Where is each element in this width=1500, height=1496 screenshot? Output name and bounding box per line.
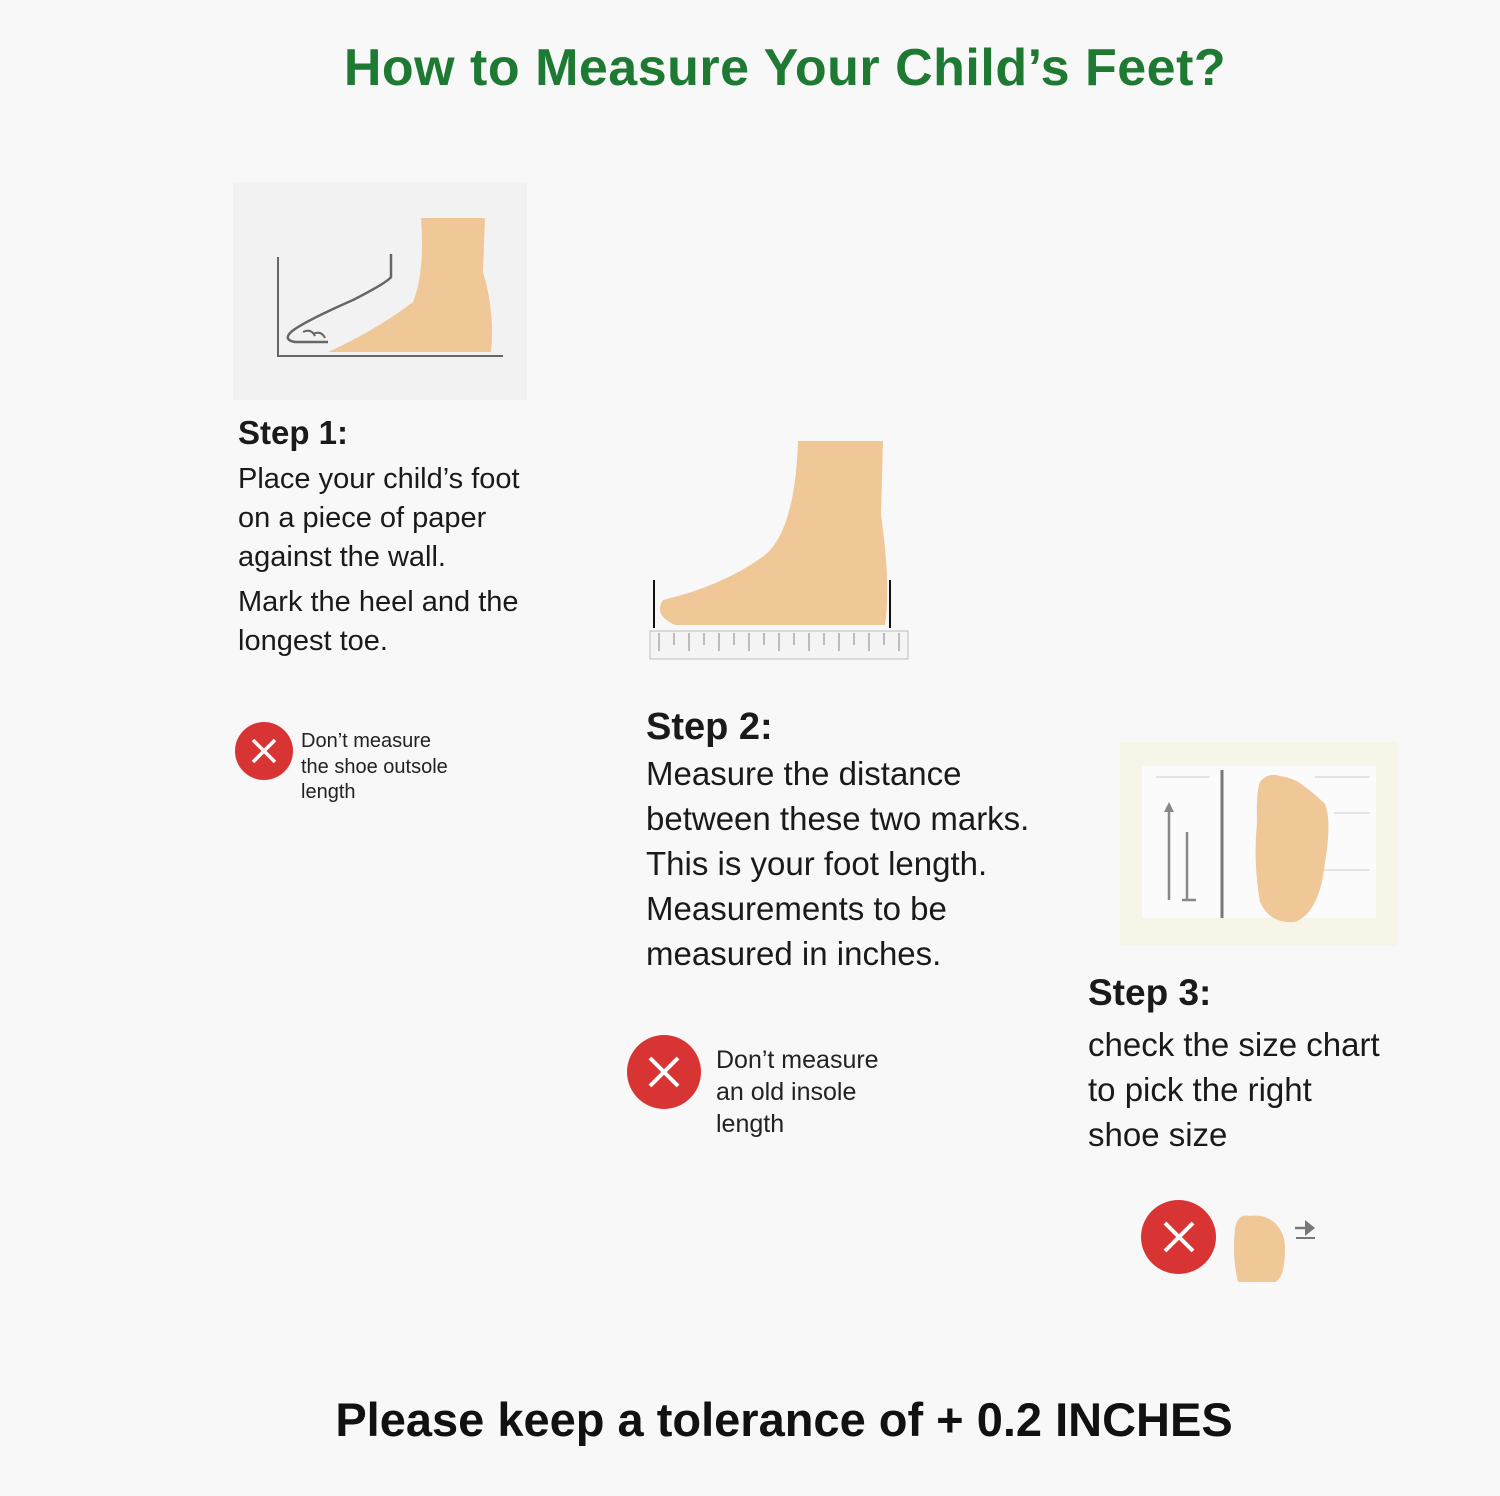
step2-line: This is your foot length. (646, 845, 988, 882)
step2-heading: Step 2: (646, 706, 773, 748)
x-circle-icon (627, 1035, 701, 1109)
warning-line: Don’t measure (716, 1046, 879, 1074)
step2-line: Measurements to be (646, 890, 947, 927)
step2-illustration (645, 435, 915, 665)
step1-heading: Step 1: (238, 414, 349, 451)
x-circle-icon (1141, 1200, 1216, 1274)
step1-line: on a piece of paper (238, 502, 487, 534)
step3-line: to pick the right (1088, 1071, 1312, 1108)
warning-line: Don’t measure (301, 730, 432, 752)
step1-text: Place your child’s foot on a piece of pa… (238, 460, 520, 661)
step2-text: Measure the distance between these two m… (646, 751, 1029, 976)
step2-line: Measure the distance (646, 755, 962, 792)
foot-slide-icon (1230, 1208, 1320, 1289)
step3-illustration (1120, 742, 1398, 946)
step1-warning: Don’t measure the shoe outsole length (301, 729, 448, 806)
step1-line: longest toe. (238, 625, 388, 657)
step1-illustration (233, 182, 527, 400)
tolerance-note: Please keep a tolerance of + 0.2 INCHES (335, 1393, 1233, 1446)
warning-line: length (716, 1110, 785, 1138)
warning-line: length (301, 781, 356, 804)
warning-line: an old insole (716, 1078, 857, 1106)
step1-line: Mark the heel and the (238, 586, 519, 618)
foot-against-wall-icon (277, 218, 503, 357)
step3-line: check the size chart (1088, 1026, 1380, 1063)
step2-warning: Don’t measure an old insole length (716, 1044, 879, 1140)
foot-on-ruler-icon (649, 441, 909, 660)
step2-line: between these two marks. (646, 800, 1030, 837)
step1-line: against the wall. (238, 541, 446, 573)
step3-line: shoe size (1088, 1116, 1228, 1153)
step3-text: check the size chart to pick the right s… (1088, 1022, 1380, 1157)
step3-heading: Step 3: (1088, 972, 1212, 1013)
page-title: How to Measure Your Child’s Feet? (343, 39, 1227, 97)
step1-line: Place your child’s foot (238, 463, 520, 495)
size-chart-foot-icon (1142, 766, 1376, 923)
warning-line: the shoe outsole (301, 755, 448, 778)
step2-line: measured in inches. (646, 935, 942, 972)
x-circle-icon (235, 722, 293, 780)
